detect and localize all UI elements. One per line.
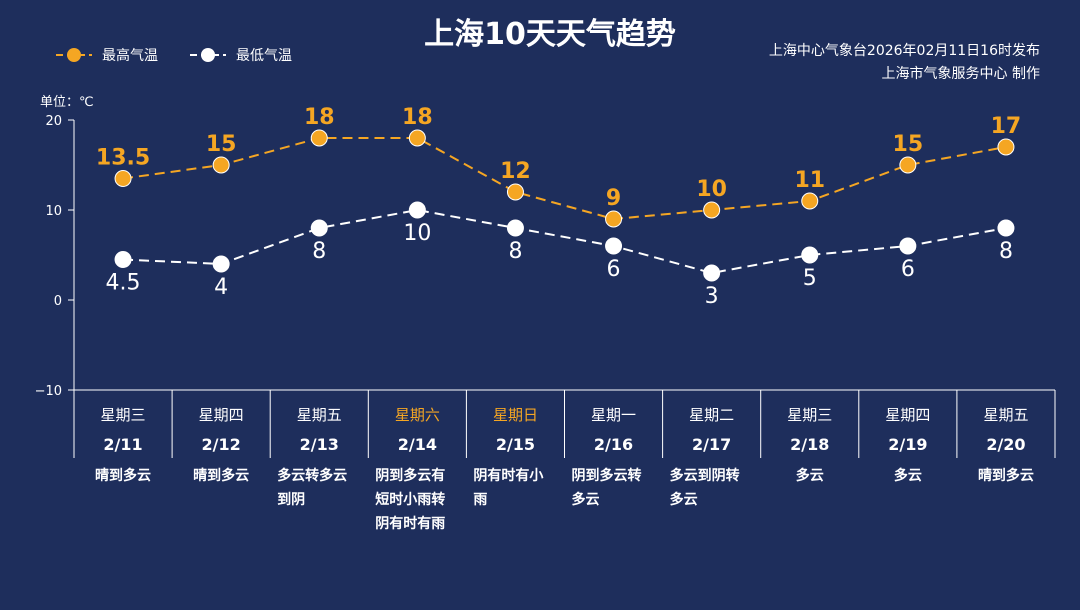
high-temp-point bbox=[703, 201, 721, 219]
date-label: 2/19 bbox=[888, 435, 927, 454]
legend: 最高气温 最低气温 bbox=[56, 47, 292, 64]
high-temp-point bbox=[997, 138, 1015, 156]
legend-low-label: 最低气温 bbox=[236, 48, 292, 64]
low-temp-point bbox=[212, 255, 230, 273]
low-temp-point bbox=[997, 219, 1015, 237]
low-temp-label: 6 bbox=[607, 257, 621, 282]
date-label: 2/17 bbox=[692, 435, 731, 454]
high-temp-point bbox=[899, 156, 917, 174]
y-axis-unit: 单位：℃ bbox=[40, 95, 94, 110]
weekday-label: 星期一 bbox=[591, 406, 636, 424]
low-temp-point bbox=[703, 264, 721, 282]
legend-high-marker bbox=[67, 48, 81, 62]
weekday-label: 星期二 bbox=[689, 406, 734, 424]
low-temp-line bbox=[123, 208, 1007, 275]
weekday-label: 星期日 bbox=[493, 406, 538, 424]
low-temp-point bbox=[310, 219, 328, 237]
weather-description: 多云 bbox=[572, 491, 600, 508]
high-temp-label: 12 bbox=[500, 159, 531, 184]
low-temp-label: 8 bbox=[999, 239, 1013, 264]
y-tick-label: 10 bbox=[45, 204, 62, 219]
high-temp-point bbox=[310, 129, 328, 147]
weather-description: 晴到多云 bbox=[193, 467, 249, 484]
y-tick-label: 0 bbox=[54, 294, 62, 309]
high-temp-point bbox=[408, 129, 426, 147]
high-temp-label: 10 bbox=[696, 177, 727, 202]
weekday-label: 星期五 bbox=[983, 406, 1028, 424]
high-temp-point bbox=[801, 192, 819, 210]
weather-description: 多云 bbox=[894, 467, 922, 484]
weekday-label: 星期三 bbox=[787, 406, 832, 424]
low-temp-point bbox=[605, 237, 623, 255]
high-temp-label: 18 bbox=[402, 105, 433, 130]
series-lines bbox=[122, 137, 1007, 275]
low-temp-label: 4 bbox=[214, 275, 228, 300]
weather-description: 多云到阴转 bbox=[670, 467, 740, 484]
high-temp-label: 15 bbox=[893, 132, 924, 157]
low-temp-point bbox=[114, 251, 132, 268]
weather-description: 阴到多云转 bbox=[572, 467, 642, 484]
date-label: 2/13 bbox=[300, 435, 339, 454]
weather-description: 多云 bbox=[796, 467, 824, 484]
low-temp-label: 6 bbox=[901, 257, 915, 282]
low-temp-point bbox=[801, 246, 819, 264]
y-ticks: 20 10 0 −10 bbox=[35, 114, 74, 399]
high-temp-label: 15 bbox=[206, 132, 237, 157]
low-temp-label: 8 bbox=[312, 239, 326, 264]
y-tick-label: 20 bbox=[45, 114, 62, 129]
chart-title: 上海10天天气趋势 bbox=[424, 17, 676, 52]
date-label: 2/15 bbox=[496, 435, 535, 454]
weekday-label: 星期六 bbox=[395, 406, 440, 424]
weather-description: 多云转多云 bbox=[277, 467, 347, 484]
date-label: 2/20 bbox=[986, 435, 1025, 454]
high-temp-point bbox=[506, 183, 524, 201]
low-temp-label: 3 bbox=[705, 284, 719, 309]
low-temp-point bbox=[506, 219, 524, 237]
date-label: 2/18 bbox=[790, 435, 829, 454]
weekday-label: 星期四 bbox=[199, 406, 244, 424]
source-line-1: 上海中心气象台2026年02月11日16时发布 bbox=[769, 43, 1040, 59]
weather-description: 多云 bbox=[670, 491, 698, 508]
series-points bbox=[114, 129, 1015, 282]
date-label: 2/12 bbox=[202, 435, 241, 454]
date-label: 2/14 bbox=[398, 435, 437, 454]
data-labels: 13.5 15 18 18 12 9 10 11 15 17 4.5 4 8 10 8 6 3 5 6 8 bbox=[96, 105, 1021, 309]
weather-description: 阴有时有雨 bbox=[375, 515, 445, 532]
low-temp-label: 4.5 bbox=[106, 271, 141, 296]
high-temp-point bbox=[114, 170, 132, 187]
weather-description: 阴到多云有 bbox=[375, 467, 445, 484]
low-temp-label: 8 bbox=[508, 239, 522, 264]
weather-description: 到阴 bbox=[277, 492, 305, 508]
legend-low-marker bbox=[201, 48, 215, 62]
low-temp-label: 5 bbox=[803, 266, 817, 291]
low-temp-label: 10 bbox=[403, 221, 431, 246]
low-temp-point bbox=[408, 201, 426, 219]
high-temp-label: 9 bbox=[606, 186, 621, 211]
legend-high-label: 最高气温 bbox=[102, 47, 158, 64]
high-temp-label: 17 bbox=[991, 114, 1022, 139]
high-temp-label: 18 bbox=[304, 105, 335, 130]
source-line-2: 上海市气象服务中心 制作 bbox=[882, 65, 1040, 82]
weekday-label: 星期四 bbox=[885, 406, 930, 424]
high-temp-label: 13.5 bbox=[96, 146, 150, 171]
weather-description: 晴到多云 bbox=[95, 467, 151, 484]
low-temp-point bbox=[899, 237, 917, 255]
weather-description: 短时小雨转 bbox=[375, 491, 445, 508]
weekday-label: 星期五 bbox=[297, 406, 342, 424]
weekday-label: 星期三 bbox=[101, 406, 146, 424]
date-label: 2/16 bbox=[594, 435, 633, 454]
weather-description: 雨 bbox=[473, 492, 487, 508]
high-temp-point bbox=[605, 210, 623, 228]
y-tick-label: −10 bbox=[35, 384, 62, 399]
high-temp-point bbox=[212, 156, 230, 174]
date-label: 2/11 bbox=[103, 435, 142, 454]
high-temp-label: 11 bbox=[794, 168, 825, 193]
weather-description: 晴到多云 bbox=[978, 467, 1034, 484]
high-temp-line bbox=[122, 137, 1007, 221]
weather-description: 阴有时有小 bbox=[473, 467, 543, 484]
